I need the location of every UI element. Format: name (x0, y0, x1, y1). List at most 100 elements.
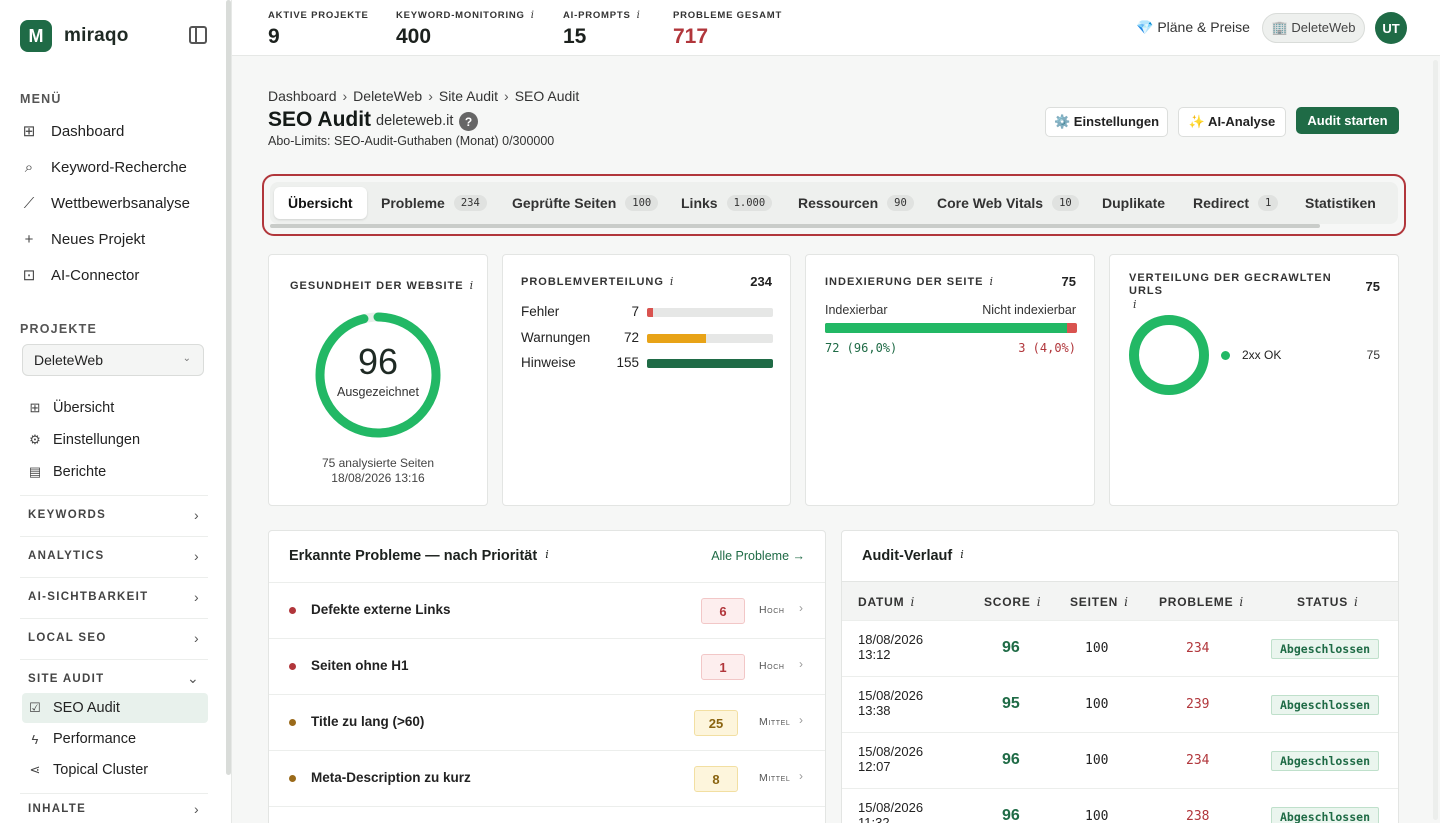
tab-ressourcen[interactable]: Ressourcen 90 (784, 187, 928, 219)
tab-count: 1 (1258, 195, 1279, 211)
card-title: PROBLEMVERTEILUNG i (521, 275, 675, 288)
plans-link[interactable]: 💎 Pläne & Preise (1136, 19, 1250, 35)
table-row[interactable]: 15/08/2026 11:32 96 100 238 Abgeschlossen (842, 788, 1398, 823)
breadcrumb-item: SEO Audit (514, 88, 580, 104)
main-scrollbar[interactable] (1433, 60, 1438, 820)
table-row[interactable]: 15/08/2026 13:38 95 100 239 Abgeschlossen (842, 676, 1398, 732)
sidebar-group-site-audit[interactable]: SITE AUDIT ⌄ (20, 659, 208, 697)
tab-redirect[interactable]: Redirect 1 (1179, 187, 1292, 219)
sidebar-group-analytics[interactable]: ANALYTICS › (20, 536, 208, 574)
chevron-right-icon: › (799, 601, 803, 615)
all-problems-link[interactable]: Alle Probleme → (711, 549, 805, 563)
crawled-card: VERTEILUNG DER GECRAWLTEN URLS i 75 2xx O… (1109, 254, 1399, 506)
sidebar-group-local-seo[interactable]: LOCAL SEO › (20, 618, 208, 656)
tabs-highlight (262, 174, 1406, 236)
tab-statistiken[interactable]: Statistiken (1291, 187, 1390, 219)
chart-line-icon: ⟋ (23, 194, 35, 212)
info-icon[interactable]: i (669, 275, 675, 288)
sidebar-group-ai-sichtbarkeit[interactable]: AI-SICHTBARKEIT › (20, 577, 208, 615)
stat-label: AI-PROMPTS (563, 10, 631, 21)
tabs-scrollbar[interactable] (270, 224, 1320, 228)
stat-label: AKTIVE PROJEKTE (268, 10, 369, 21)
status-badge: Abgeschlossen (1271, 695, 1380, 715)
info-icon[interactable]: i (1354, 595, 1359, 609)
column-header-status[interactable]: STATUS i (1297, 595, 1359, 609)
column-header-date[interactable]: DATUM i (858, 595, 916, 609)
sidebar-item-neues-projekt[interactable]: + Neues Projekt (20, 224, 210, 254)
sidebar-item-ai-connector[interactable]: ⊡ AI-Connector (20, 260, 210, 290)
settings-button[interactable]: ⚙️ Einstellungen (1045, 107, 1168, 137)
project-select-value: DeleteWeb (34, 352, 104, 368)
info-icon[interactable]: i (545, 548, 549, 561)
table-row[interactable]: 15/08/2026 12:07 96 100 234 Abgeschlossen (842, 732, 1398, 788)
info-icon[interactable]: i (636, 10, 641, 21)
tab-probleme[interactable]: Probleme 234 (367, 187, 501, 219)
breadcrumb-item[interactable]: DeleteWeb (353, 88, 423, 104)
info-icon[interactable]: i (530, 10, 535, 21)
info-icon[interactable]: i (989, 275, 995, 288)
sidebar-item-topical-cluster[interactable]: ⋖ Topical Cluster (22, 755, 208, 785)
info-icon[interactable]: i (469, 279, 475, 292)
tab-uebersicht[interactable]: Übersicht (274, 187, 367, 219)
menu-section-label: MENÜ (20, 92, 62, 106)
breadcrumb-item[interactable]: Site Audit (438, 88, 499, 104)
sidebar-item-berichte[interactable]: ▤ Berichte (22, 457, 208, 487)
sidebar-item-seo-audit[interactable]: ☑ SEO Audit (22, 693, 208, 723)
sidebar-item-wettbewerbsanalyse[interactable]: ⟋ Wettbewerbsanalyse (20, 188, 210, 218)
tab-duplikate[interactable]: Duplikate (1088, 187, 1179, 219)
info-icon[interactable]: i (1239, 595, 1245, 609)
sidebar-group-keywords[interactable]: KEYWORDS › (20, 495, 208, 533)
breadcrumb: Dashboard › DeleteWeb › Site Audit › SEO Audit (268, 88, 579, 104)
tab-links[interactable]: Links 1.000 (667, 187, 786, 219)
sidebar-scrollbar[interactable] (226, 0, 231, 775)
table-row[interactable]: 18/08/2026 13:12 96 100 234 Abgeschlossen (842, 620, 1398, 676)
column-header-pages[interactable]: SEITEN i (1070, 595, 1129, 609)
column-header-problems[interactable]: PROBLEME i (1159, 595, 1245, 609)
tab-core-web-vitals[interactable]: Core Web Vitals 10 (923, 187, 1093, 219)
sidebar-item-label: Keyword-Recherche (51, 158, 187, 176)
crawled-total: 75 (1365, 279, 1380, 294)
info-icon[interactable]: i (910, 595, 916, 609)
priority-dot (289, 663, 296, 670)
sidebar-item-uebersicht[interactable]: ⊞ Übersicht (22, 393, 208, 423)
chevron-right-icon: › (504, 88, 509, 104)
logo[interactable]: M miraqo (20, 20, 129, 52)
priority-label: Mittel (759, 772, 791, 784)
indexing-bar-fill (825, 323, 1067, 333)
problem-row[interactable]: Defekte externe Links 6 Hoch › (269, 582, 825, 638)
stat-ai-prompts: AI-PROMPTS i 15 (563, 10, 641, 49)
sidebar-item-performance[interactable]: ϟ Performance (22, 724, 208, 754)
problem-row[interactable]: Meta-Description zu kurz 8 Mittel › (269, 750, 825, 806)
info-icon[interactable]: i (1124, 595, 1129, 609)
avatar[interactable]: UT (1375, 12, 1407, 44)
priority-label: Hoch (759, 660, 785, 672)
chevron-down-icon: ⌄ (182, 353, 191, 364)
tab-gepruefte-seiten[interactable]: Geprüfte Seiten 100 (498, 187, 672, 219)
workspace-button[interactable]: 🏢 DeleteWeb (1262, 13, 1365, 43)
sidebar-item-label: Dashboard (51, 122, 125, 140)
breadcrumb-item[interactable]: Dashboard (268, 88, 337, 104)
sidebar-item-label: Einstellungen (53, 432, 141, 448)
problem-row[interactable]: Seiten ohne H1 1 Hoch › (269, 638, 825, 694)
group-label: AI-SICHTBARKEIT (28, 590, 149, 603)
help-icon[interactable]: ? (459, 112, 478, 131)
sidebar-item-dashboard[interactable]: ⊞ Dashboard (20, 116, 210, 146)
info-icon[interactable]: i (1036, 595, 1042, 609)
tab-count: 10 (1052, 195, 1079, 211)
project-select[interactable]: DeleteWeb ⌄ (22, 344, 204, 376)
column-header-score[interactable]: SCORE i (984, 595, 1042, 609)
card-title: VERTEILUNG DER GECRAWLTEN URLS i (1129, 272, 1332, 311)
info-icon[interactable]: i (1133, 298, 1138, 311)
sidebar-item-keyword-recherche[interactable]: ⌕ Keyword-Recherche (20, 152, 210, 182)
card-title: INDEXIERUNG DER SEITE i (825, 275, 995, 288)
info-icon[interactable]: i (960, 548, 964, 561)
ai-analysis-button[interactable]: ✨ AI-Analyse (1178, 107, 1286, 137)
sidebar-toggle-icon[interactable] (189, 26, 207, 44)
top-bar: AKTIVE PROJEKTE 9 KEYWORD-MONITORING i 40… (232, 0, 1440, 56)
problem-row[interactable]: Title zu lang (>60) 25 Mittel › (269, 694, 825, 750)
sidebar-item-einstellungen[interactable]: ⚙ Einstellungen (22, 425, 208, 455)
sidebar-group-inhalte[interactable]: INHALTE › (20, 793, 208, 823)
start-audit-button[interactable]: Audit starten (1296, 107, 1399, 134)
indexable-label: Indexierbar (825, 303, 888, 317)
problem-row[interactable] (269, 806, 825, 823)
